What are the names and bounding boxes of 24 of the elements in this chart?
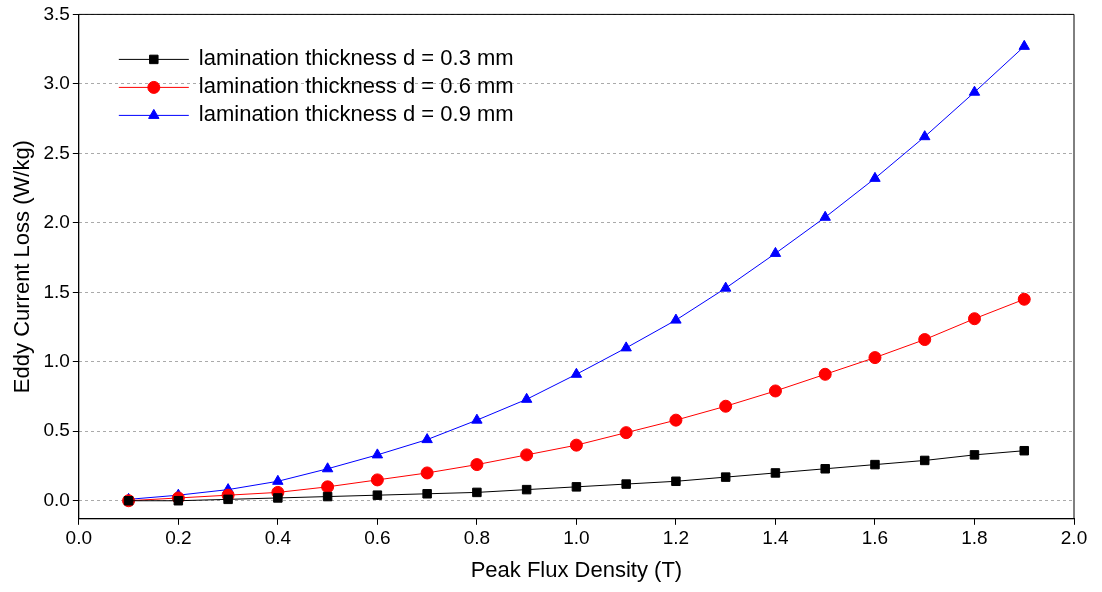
x-tick-label: 0.6 (364, 527, 391, 549)
y-tick-label: 0.0 (43, 488, 70, 510)
y-axis-title: Eddy Current Loss (W/kg) (9, 140, 35, 394)
x-tick-label: 1.2 (662, 527, 690, 549)
x-tick-label: 1.4 (762, 527, 790, 549)
legend-label: lamination thickness d = 0.3 mm (198, 45, 514, 71)
y-tick-label: 3.5 (43, 2, 70, 24)
y-tick-label: 1.5 (43, 280, 70, 302)
x-tick-label: 0.0 (65, 527, 93, 549)
legend-label: lamination thickness d = 0.6 mm (198, 73, 514, 99)
x-tick-label: 1.8 (961, 527, 988, 549)
legend-label: lamination thickness d = 0.9 mm (198, 101, 514, 127)
x-tick-label: 0.8 (463, 527, 491, 549)
x-tick-label: 1.6 (861, 527, 889, 549)
y-tick-label: 2.0 (43, 211, 70, 233)
y-tick-label: 0.5 (43, 419, 70, 441)
x-tick-label: 1.0 (563, 527, 590, 549)
y-tick-label: 3.0 (43, 72, 70, 94)
x-axis-title: Peak Flux Density (T) (470, 556, 683, 582)
x-tick-label: 0.4 (264, 527, 292, 549)
x-tick-label: 2.0 (1060, 527, 1088, 549)
x-tick-label: 0.2 (165, 527, 192, 549)
y-tick-label: 2.5 (43, 141, 70, 163)
y-tick-label: 1.0 (43, 350, 70, 372)
